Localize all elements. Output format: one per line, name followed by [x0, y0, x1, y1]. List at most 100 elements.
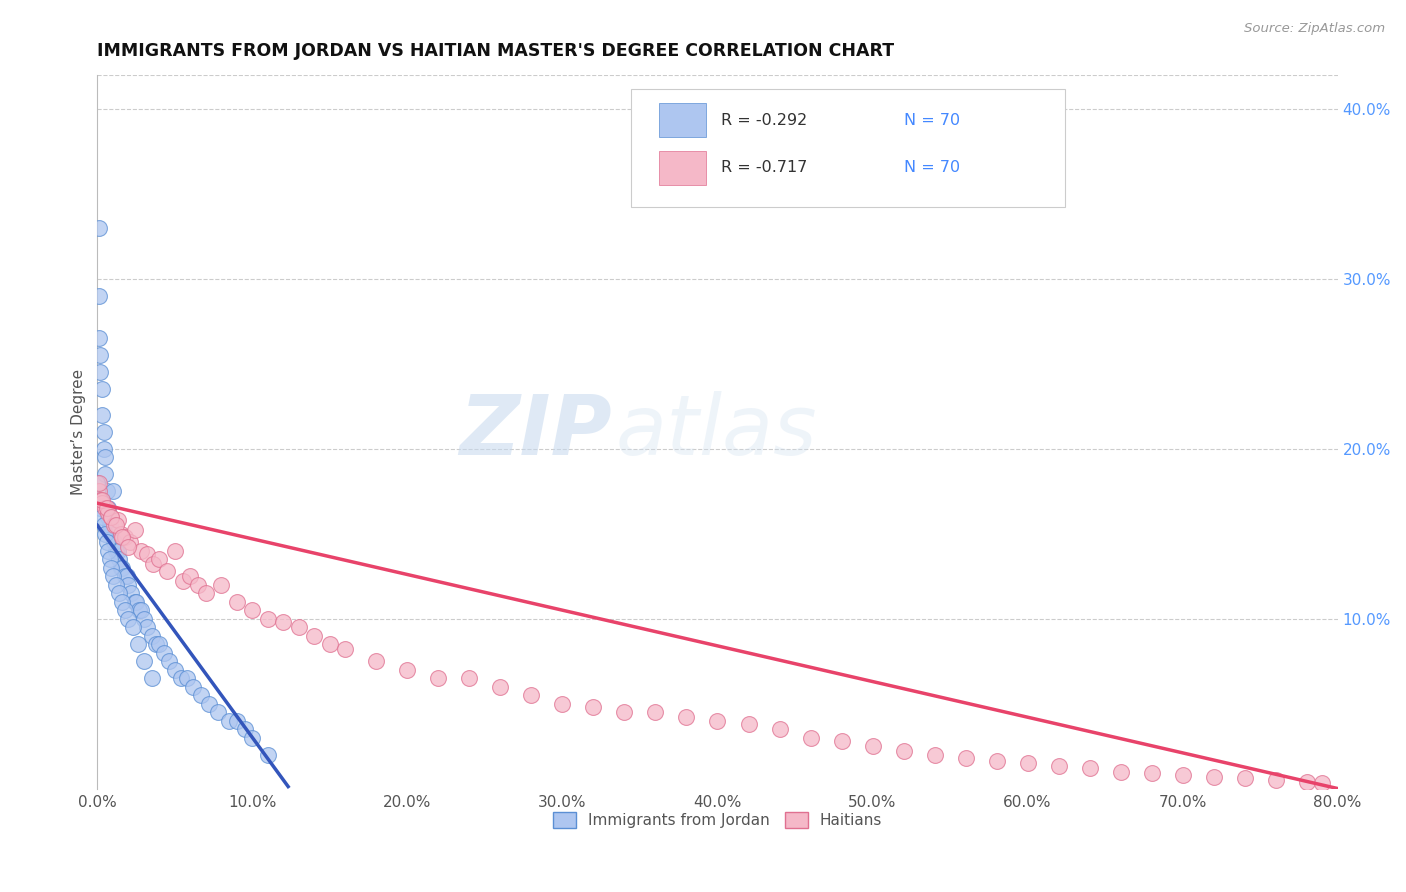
Point [218, 714, 240, 728]
Point [87, 221, 110, 235]
Point [489, 680, 512, 694]
Text: ZIP: ZIP [460, 392, 612, 473]
Point [986, 755, 1008, 769]
Point [163, 543, 186, 558]
Point [104, 518, 127, 533]
Point [115, 569, 138, 583]
Point [87, 289, 110, 303]
Point [93, 518, 115, 533]
Point [1078, 761, 1101, 775]
Point [1264, 772, 1286, 787]
Point [1140, 766, 1163, 780]
Point [257, 612, 280, 626]
Point [122, 620, 145, 634]
Point [142, 558, 165, 572]
Point [156, 564, 179, 578]
Point [551, 697, 574, 711]
Point [96, 535, 118, 549]
Point [101, 484, 124, 499]
Point [98, 552, 121, 566]
Point [335, 642, 357, 657]
Point [103, 535, 125, 549]
Point [111, 595, 134, 609]
Point [136, 547, 159, 561]
Point [179, 569, 201, 583]
Point [242, 603, 264, 617]
Point [108, 586, 131, 600]
Point [97, 501, 120, 516]
Point [176, 671, 198, 685]
Point [366, 654, 388, 668]
Point [862, 739, 884, 753]
Point [96, 501, 118, 516]
Text: IMMIGRANTS FROM JORDAN VS HAITIAN MASTER'S DEGREE CORRELATION CHART: IMMIGRANTS FROM JORDAN VS HAITIAN MASTER… [97, 42, 894, 60]
Point [458, 671, 481, 685]
Point [117, 578, 139, 592]
Point [117, 541, 139, 555]
Text: Source: ZipAtlas.com: Source: ZipAtlas.com [1244, 22, 1385, 36]
Point [170, 671, 193, 685]
Point [273, 615, 295, 629]
Point [1233, 772, 1256, 786]
Point [132, 654, 155, 668]
Point [89, 348, 111, 362]
Point [427, 671, 450, 685]
Point [675, 710, 697, 724]
Point [1310, 776, 1333, 790]
Point [706, 714, 728, 728]
Point [1171, 768, 1194, 782]
Point [114, 530, 136, 544]
Text: R = -0.717: R = -0.717 [721, 161, 807, 176]
Point [172, 574, 194, 589]
Point [87, 331, 110, 345]
FancyBboxPatch shape [631, 89, 1064, 207]
Point [198, 697, 221, 711]
Point [117, 612, 139, 626]
Point [644, 705, 666, 719]
Point [104, 543, 127, 558]
Point [207, 705, 229, 719]
Point [582, 700, 605, 714]
Point [129, 543, 152, 558]
Point [148, 637, 170, 651]
Point [396, 663, 419, 677]
Point [831, 734, 853, 748]
Point [209, 578, 232, 592]
Point [183, 680, 205, 694]
Point [111, 530, 134, 544]
Point [110, 560, 132, 574]
Point [1017, 756, 1039, 770]
Point [768, 722, 790, 736]
Point [111, 560, 134, 574]
Point [613, 705, 636, 719]
Point [91, 492, 114, 507]
Point [100, 526, 122, 541]
Point [100, 509, 122, 524]
Point [737, 717, 759, 731]
Point [225, 714, 247, 728]
Point [163, 663, 186, 677]
Point [893, 744, 915, 758]
Point [1109, 764, 1132, 779]
Legend: Immigrants from Jordan, Haitians: Immigrants from Jordan, Haitians [547, 806, 889, 834]
Point [955, 751, 977, 765]
Y-axis label: Master’s Degree: Master’s Degree [72, 368, 86, 495]
Point [93, 425, 115, 439]
Point [107, 543, 129, 558]
Point [319, 637, 342, 651]
Point [91, 496, 114, 510]
Point [233, 722, 256, 736]
Point [242, 731, 264, 745]
Point [148, 552, 170, 566]
Point [136, 620, 159, 634]
Point [153, 646, 176, 660]
Point [100, 560, 122, 574]
Point [1047, 759, 1070, 773]
Point [96, 484, 118, 499]
Text: N = 70: N = 70 [904, 112, 960, 128]
Point [132, 612, 155, 626]
Point [127, 637, 149, 651]
Bar [659, 103, 706, 137]
Point [89, 492, 111, 507]
Point [87, 484, 110, 499]
